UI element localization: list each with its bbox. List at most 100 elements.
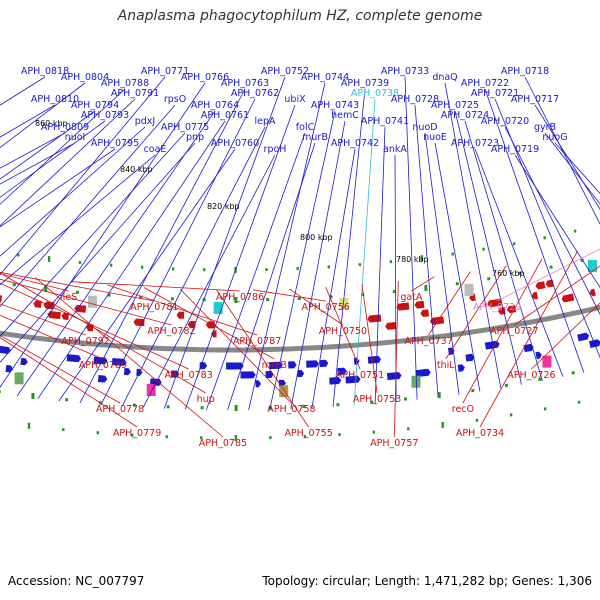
gene-label-murb[interactable]: murB — [302, 132, 328, 143]
gene-label-aph-0744[interactable]: APH_0744 — [301, 72, 349, 83]
minus-strand-gene — [33, 300, 42, 308]
gene-label-aph-0818[interactable]: APH_0818 — [21, 66, 69, 77]
tick-mark — [437, 392, 441, 399]
gene-label-aph-0764[interactable]: APH_0764 — [191, 100, 239, 111]
gene-label-aph-0766[interactable]: APH_0766 — [181, 72, 229, 83]
gene-label-aph-0775[interactable]: APH_0775 — [161, 122, 209, 133]
gene-label-aph-0782[interactable]: APH_0782 — [147, 326, 195, 337]
tick-mark — [336, 403, 340, 407]
leader-line — [16, 110, 216, 397]
gene-label-aph-0728[interactable]: APH_0728 — [391, 94, 439, 105]
gene-label-gyrb[interactable]: gyrB — [534, 122, 556, 133]
gene-label-aph-0722[interactable]: APH_0722 — [461, 78, 509, 89]
gene-label-dnaq[interactable]: dnaQ — [432, 72, 457, 83]
leader-line — [0, 278, 172, 326]
gene-label-aph-0787[interactable]: APH_0787 — [233, 336, 281, 347]
minus-strand-gene — [535, 281, 546, 290]
gene-label-aph-0733[interactable]: APH_0733 — [381, 66, 429, 77]
gene-label-aph-0751[interactable]: APH_0751 — [336, 370, 384, 381]
gene-label-aph-0724[interactable]: APH_0724 — [441, 110, 489, 121]
gene-label-aph-0781[interactable]: APH_0781 — [130, 302, 178, 313]
tick-mark — [65, 398, 69, 402]
gene-label-aph-0761[interactable]: APH_0761 — [201, 110, 249, 121]
gene-label-aph-0757[interactable]: APH_0757 — [370, 438, 418, 449]
gene-label-aph-0726[interactable]: APH_0726 — [507, 370, 555, 381]
gene-label-pnp[interactable]: pnp — [186, 132, 204, 143]
gene-label-aph-0763[interactable]: APH_0763 — [221, 78, 269, 89]
gene-label-aph-0789[interactable]: APH_0789 — [79, 360, 127, 371]
gene-label-aph-0792[interactable]: APH_0792 — [62, 336, 110, 347]
tick-mark — [27, 422, 31, 429]
gene-label-aph-0779[interactable]: APH_0779 — [113, 428, 161, 439]
gene-label-aph-0725[interactable]: APH_0725 — [431, 100, 479, 111]
gene-label-aph-0762[interactable]: APH_0762 — [231, 88, 279, 99]
gene-label-pdxj[interactable]: pdxJ — [135, 116, 155, 127]
gene-label-aph-0734[interactable]: APH_0734 — [456, 428, 504, 439]
gene-label-aph-0785[interactable]: APH_0785 — [199, 438, 247, 449]
gene-label-aph-0771[interactable]: APH_0771 — [141, 66, 189, 77]
gene-label-nuod[interactable]: nuoD — [412, 122, 437, 133]
gene-label-aph-0737[interactable]: APH_0737 — [404, 336, 452, 347]
gene-label-aph-0793[interactable]: APH_0793 — [81, 110, 129, 121]
gene-label-aph-0756[interactable]: APH_0756 — [302, 302, 350, 313]
gene-label-aph-0809[interactable]: APH_0809 — [41, 122, 89, 133]
plus-strand-gene — [255, 380, 262, 388]
gene-label-aph-0739[interactable]: APH_0739 — [341, 78, 389, 89]
gene-label-gata[interactable]: gatA — [400, 292, 423, 303]
gene-label-aph-0752[interactable]: APH_0752 — [261, 66, 309, 77]
gene-label-nuoe[interactable]: nuoE — [423, 132, 447, 143]
leader-line — [34, 277, 224, 438]
gene-label-aph-0794[interactable]: APH_0794 — [71, 100, 119, 111]
gene-label-aph-0729[interactable]: APH_0729 — [473, 302, 521, 313]
gene-label-hemc[interactable]: hemC — [331, 110, 359, 121]
gene-label-aph-0755[interactable]: APH_0755 — [284, 428, 332, 439]
gene-label-aph-0717[interactable]: APH_0717 — [511, 94, 559, 105]
scale-label-820-kbp: 820 kbp — [207, 202, 240, 211]
gene-label-aph-0723[interactable]: APH_0723 — [451, 138, 499, 149]
gene-label-iles[interactable]: ileS — [60, 292, 77, 303]
gene-label-aph-0804[interactable]: APH_0804 — [61, 72, 109, 83]
gene-label-hup[interactable]: hup — [197, 394, 215, 405]
gene-label-aph-0788[interactable]: APH_0788 — [101, 78, 149, 89]
tick-mark — [269, 436, 272, 440]
gene-label-thil[interactable]: thiL — [437, 360, 455, 371]
gene-label-mreb[interactable]: mreB — [262, 360, 287, 371]
gene-label-aph-0795[interactable]: APH_0795 — [91, 138, 139, 149]
leader-line — [496, 248, 600, 302]
gene-label-aph-0721[interactable]: APH_0721 — [471, 88, 519, 99]
gene-label-folc[interactable]: folC — [296, 122, 315, 133]
gene-label-aph-0786[interactable]: APH_0786 — [216, 292, 264, 303]
gene-label-rpso[interactable]: rpsO — [164, 94, 186, 105]
gene-label-aph-0743[interactable]: APH_0743 — [311, 100, 359, 111]
gene-label-aph-0810[interactable]: APH_0810 — [31, 94, 79, 105]
tick-mark — [538, 377, 542, 381]
gene-label-ubix[interactable]: ubiX — [284, 94, 306, 105]
gene-label-aph-0720[interactable]: APH_0720 — [481, 116, 529, 127]
tick-mark — [234, 297, 238, 303]
label-leader-lines — [0, 76, 600, 438]
gene-label-aph-0753[interactable]: APH_0753 — [353, 394, 401, 405]
gene-label-aph-0758[interactable]: APH_0758 — [267, 404, 315, 415]
gene-label-nuog[interactable]: nuoG — [542, 132, 567, 143]
gene-label-aph-0791[interactable]: APH_0791 — [111, 88, 159, 99]
feature-block — [213, 301, 223, 314]
leader-line — [184, 104, 296, 410]
gene-label-coae[interactable]: coaE — [144, 144, 167, 155]
feature-block — [588, 259, 597, 272]
gene-label-aph-0741[interactable]: APH_0741 — [361, 116, 409, 127]
gene-label-aph-0783[interactable]: APH_0783 — [164, 370, 212, 381]
gene-label-anka[interactable]: ankA — [383, 144, 407, 155]
gene-label-aph-0742[interactable]: APH_0742 — [331, 138, 379, 149]
gene-label-lepa[interactable]: lepA — [254, 116, 276, 127]
gene-label-aph-0719[interactable]: APH_0719 — [491, 144, 539, 155]
gene-label-aph-0750[interactable]: APH_0750 — [319, 326, 367, 337]
gene-label-aph-0760[interactable]: APH_0760 — [211, 138, 259, 149]
gene-label-aph-0778[interactable]: APH_0778 — [96, 404, 144, 415]
gene-label-nuoi[interactable]: nuoI — [65, 132, 86, 143]
gene-label-reco[interactable]: recO — [452, 404, 474, 415]
minus-strand-gene — [589, 288, 596, 297]
gene-label-rpoh[interactable]: rpoH — [264, 144, 287, 155]
gene-label-aph-0738[interactable]: APH_0738 — [351, 88, 399, 99]
gene-label-aph-0718[interactable]: APH_0718 — [501, 66, 549, 77]
gene-label-aph-0727[interactable]: APH_0727 — [490, 326, 538, 337]
